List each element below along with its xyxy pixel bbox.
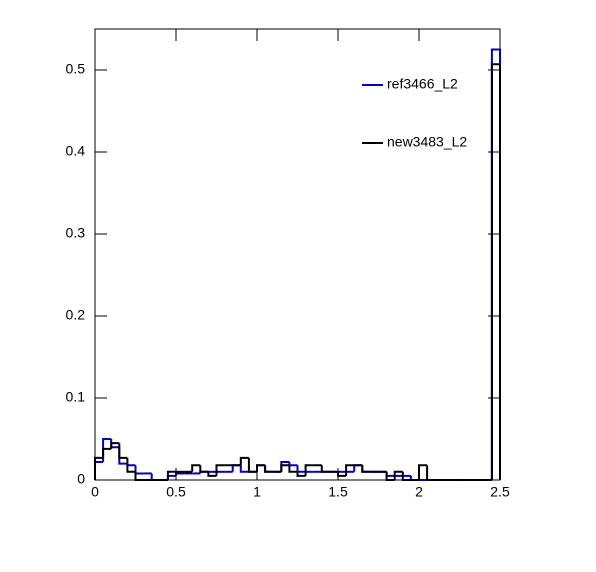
x-tick-label: 1.5 <box>328 484 348 500</box>
y-tick-label: 0.4 <box>66 143 86 159</box>
histogram-bin <box>401 471 411 481</box>
histogram-bin <box>94 456 104 480</box>
histogram-bin <box>191 464 201 472</box>
legend-label: new3483_L2 <box>387 134 467 150</box>
histogram-bin <box>280 464 290 472</box>
histogram-bin <box>215 464 225 476</box>
legend-box <box>358 60 488 170</box>
y-tick-label: 0.1 <box>66 389 86 405</box>
histogram-bin <box>288 465 298 473</box>
histogram-bin <box>199 465 209 473</box>
histogram-bin <box>264 465 274 473</box>
histogram-bin <box>207 471 217 477</box>
x-tick-label: 1 <box>253 484 261 500</box>
histogram-bin <box>296 471 306 477</box>
y-tick-label: 0.2 <box>66 307 86 323</box>
histogram-bin <box>134 471 144 481</box>
histogram-bin <box>175 472 185 476</box>
histogram-bin <box>418 464 428 480</box>
histogram-bin <box>110 442 120 449</box>
histogram-bin <box>102 447 112 458</box>
x-tick-label: 2.5 <box>490 484 510 500</box>
y-tick-label: 0.3 <box>66 225 86 241</box>
histogram-bin <box>239 456 249 466</box>
histogram-bin <box>304 464 314 476</box>
histogram-bin <box>345 464 355 476</box>
x-tick-label: 0.5 <box>166 484 186 500</box>
histogram-bin <box>239 465 249 473</box>
histogram-bin <box>361 465 371 473</box>
histogram-bin <box>320 465 330 473</box>
y-tick-label: 0.5 <box>66 61 86 77</box>
histogram-bin <box>126 457 136 473</box>
x-tick-label: 2 <box>415 484 423 500</box>
histogram-bin <box>337 471 347 477</box>
histogram-bin <box>393 470 403 480</box>
histogram-bin <box>256 464 266 472</box>
histogram-bin <box>247 457 257 473</box>
legend: ref3466_L2 new3483_L2 <box>358 60 488 170</box>
x-tick-label: 0 <box>91 484 99 500</box>
histogram-bin <box>490 63 501 480</box>
histogram-bin <box>166 470 176 480</box>
y-tick-label: 0 <box>77 471 85 487</box>
histogram-bin <box>118 443 128 459</box>
histogram-bin <box>426 465 436 481</box>
histogram-bin <box>385 471 395 481</box>
legend-label: ref3466_L2 <box>387 76 458 92</box>
